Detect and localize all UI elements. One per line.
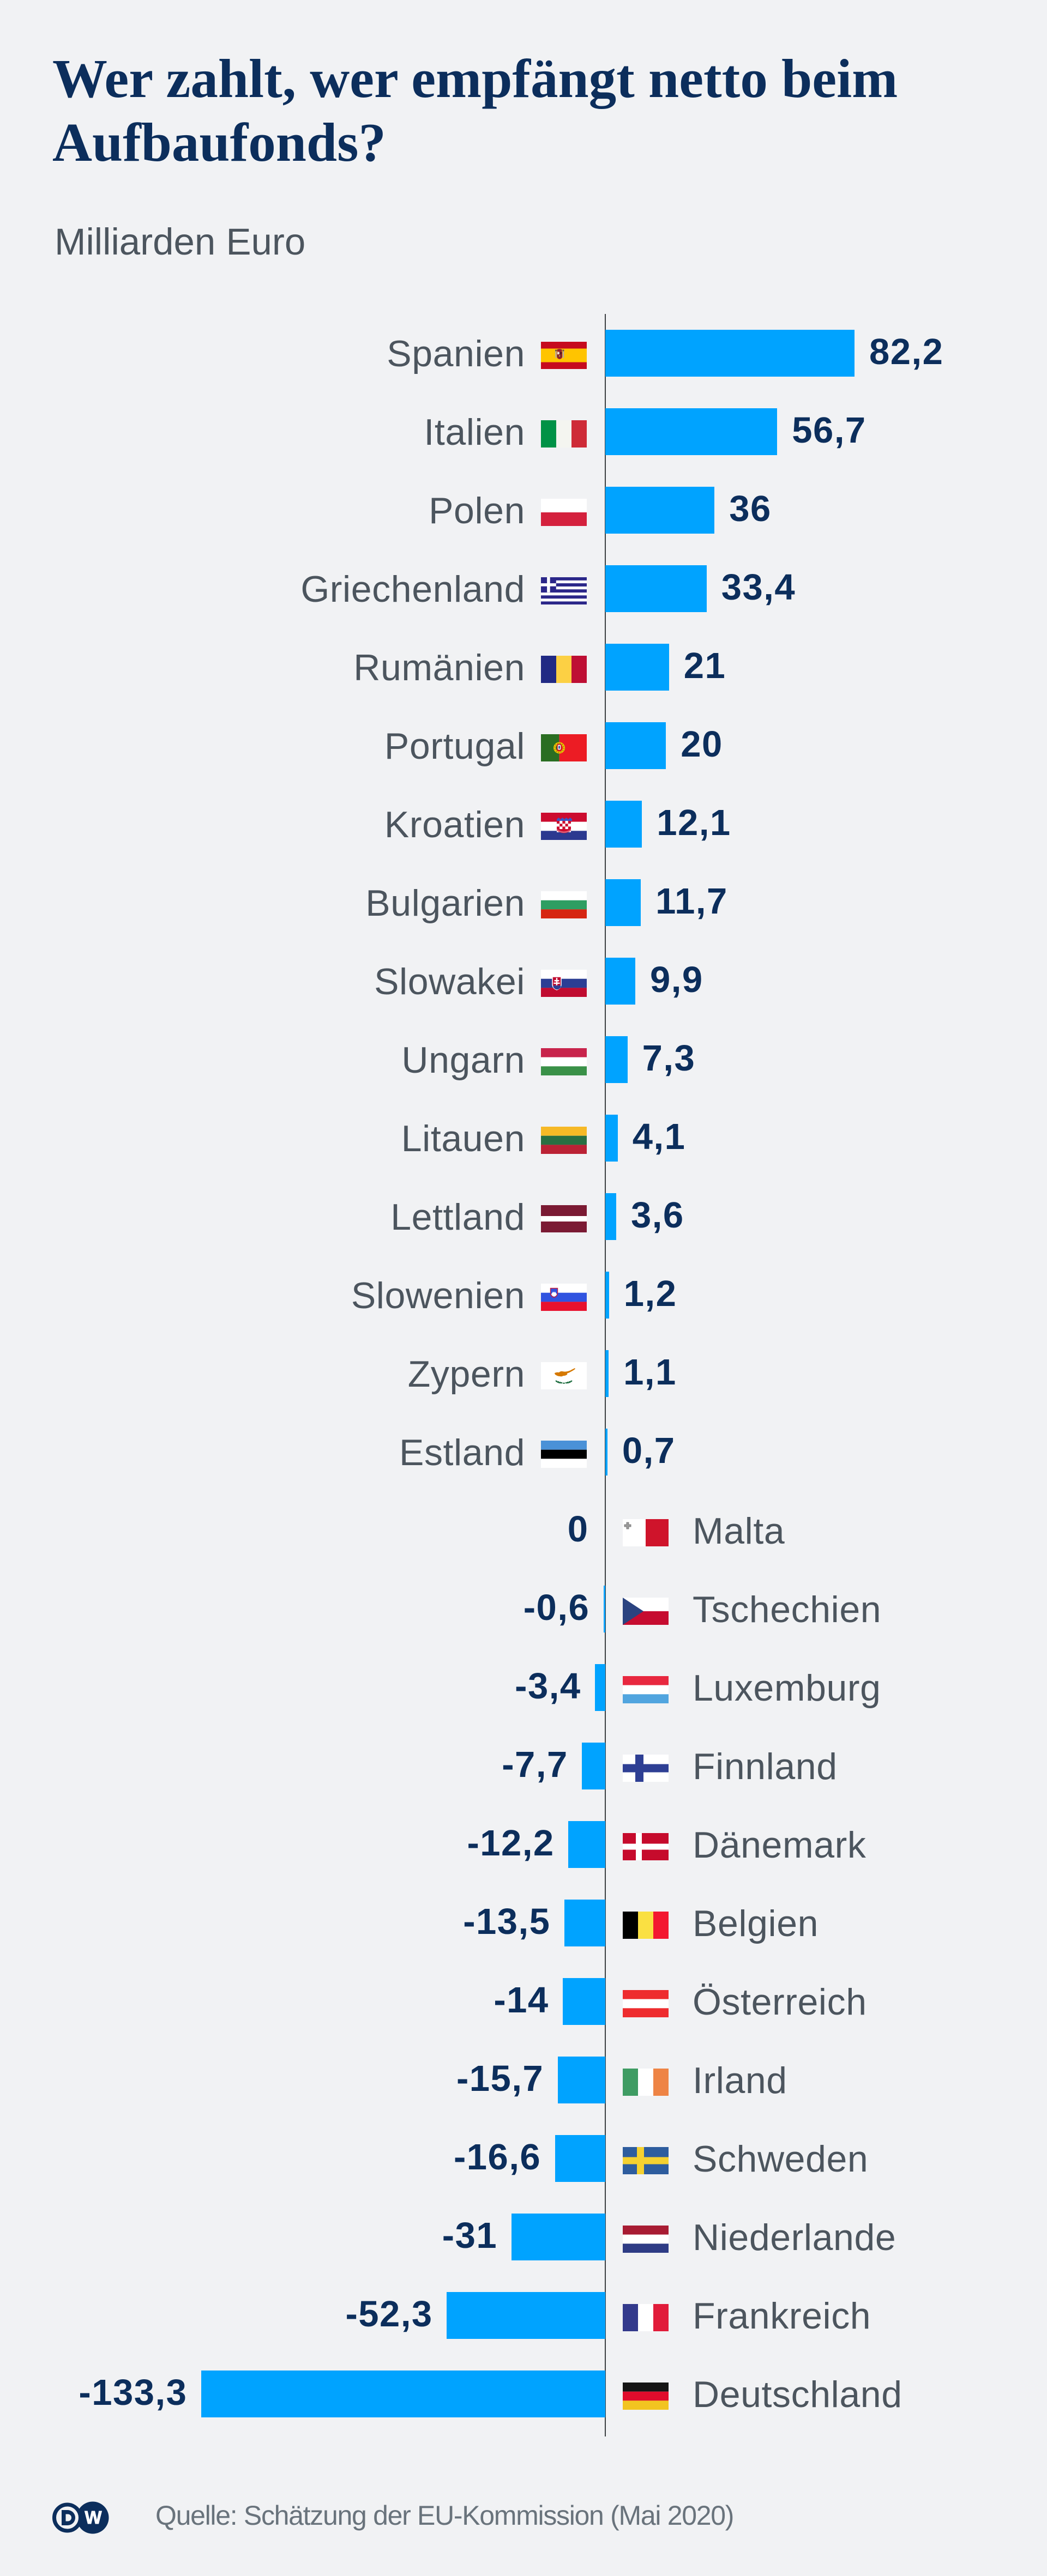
svg-text:W: W xyxy=(85,2507,102,2527)
